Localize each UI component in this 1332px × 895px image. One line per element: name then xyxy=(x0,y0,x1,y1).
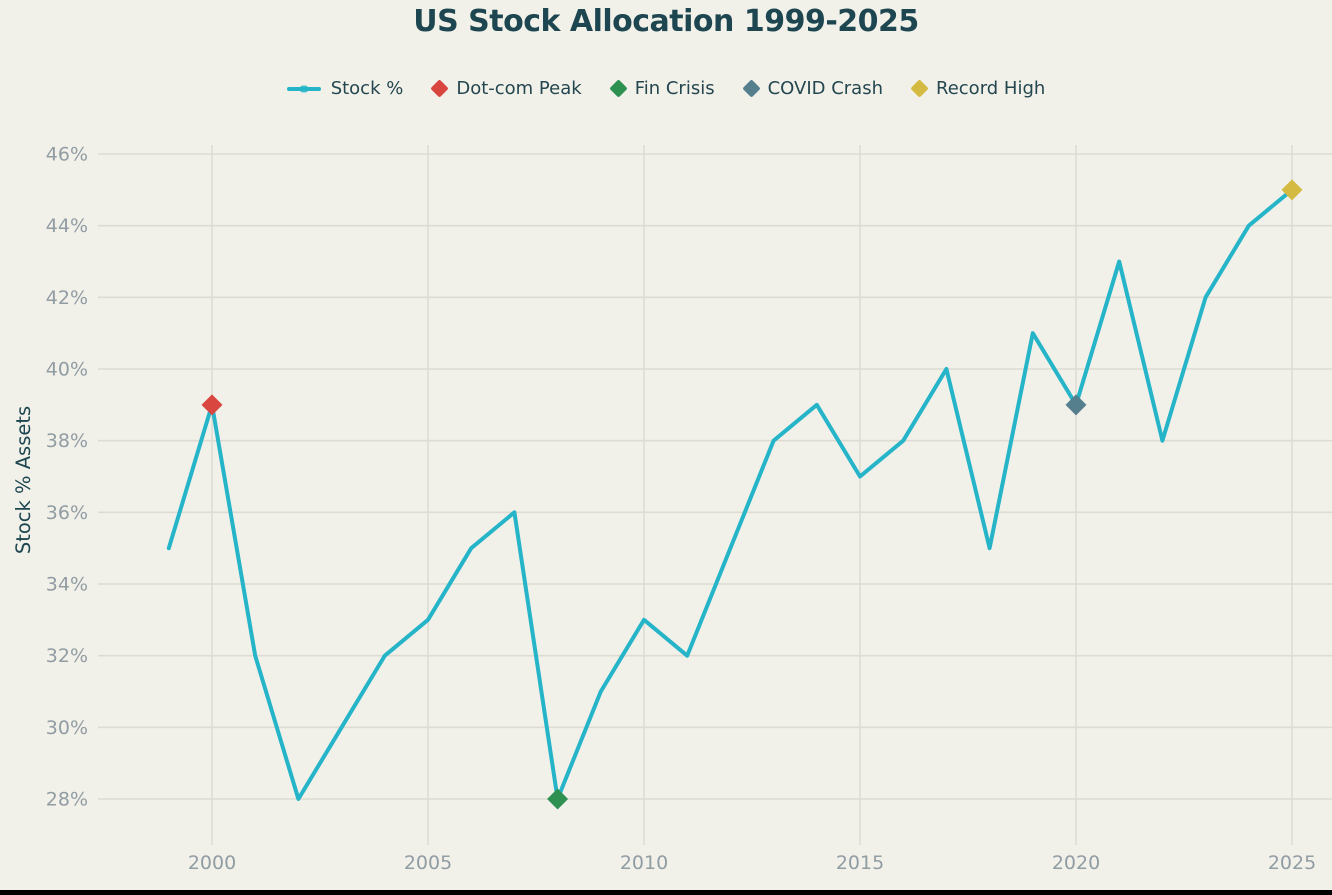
event-marker-covid-crash xyxy=(1065,394,1087,416)
event-marker-record-high xyxy=(1281,179,1303,201)
legend-item-covid-crash[interactable]: COVID Crash xyxy=(741,78,884,99)
legend-item-dot-com-peak[interactable]: Dot-com Peak xyxy=(430,78,582,99)
event-marker-dot-com-peak xyxy=(201,394,223,416)
x-tick-label: 2010 xyxy=(620,852,668,874)
legend-line-marker-icon xyxy=(286,85,321,92)
y-tick-label: 30% xyxy=(46,717,88,739)
y-tick-label: 32% xyxy=(46,645,88,667)
legend-item-label: Dot-com Peak xyxy=(456,78,582,99)
event-marker-fin-crisis xyxy=(547,788,569,810)
y-axis-title: Stock % Assets xyxy=(12,406,35,554)
legend-item-label: COVID Crash xyxy=(767,78,884,99)
y-tick-label: 40% xyxy=(46,359,88,381)
legend-line-point-icon xyxy=(299,85,309,92)
y-tick-label: 36% xyxy=(46,502,88,524)
x-tick-label: 2005 xyxy=(404,852,452,874)
stock-percent-line xyxy=(166,187,1294,801)
y-tick-label: 38% xyxy=(46,430,88,452)
y-tick-label: 44% xyxy=(46,215,88,237)
legend-item-fin-crisis[interactable]: Fin Crisis xyxy=(608,78,715,99)
legend-item-label: Fin Crisis xyxy=(634,78,715,99)
legend-item-label: Stock % xyxy=(330,78,404,99)
y-tick-label: 42% xyxy=(46,287,88,309)
x-tick-label: 2025 xyxy=(1268,852,1316,874)
x-tick-label: 2020 xyxy=(1052,852,1100,874)
y-tick-label: 34% xyxy=(46,574,88,596)
y-tick-label: 46% xyxy=(46,144,88,166)
x-tick-label: 2015 xyxy=(836,852,884,874)
chart-title: US Stock Allocation 1999-2025 xyxy=(413,4,919,39)
legend-item-record-high[interactable]: Record High xyxy=(910,78,1046,99)
legend: Stock % Dot-com Peak Fin Crisis COVID Crash… xyxy=(0,78,1332,99)
x-tick-label: 2000 xyxy=(188,852,236,874)
window-bottom-edge xyxy=(0,890,1332,895)
legend-item-stock-[interactable]: Stock % xyxy=(286,78,404,99)
legend-item-label: Record High xyxy=(936,78,1046,99)
y-tick-label: 28% xyxy=(46,789,88,811)
